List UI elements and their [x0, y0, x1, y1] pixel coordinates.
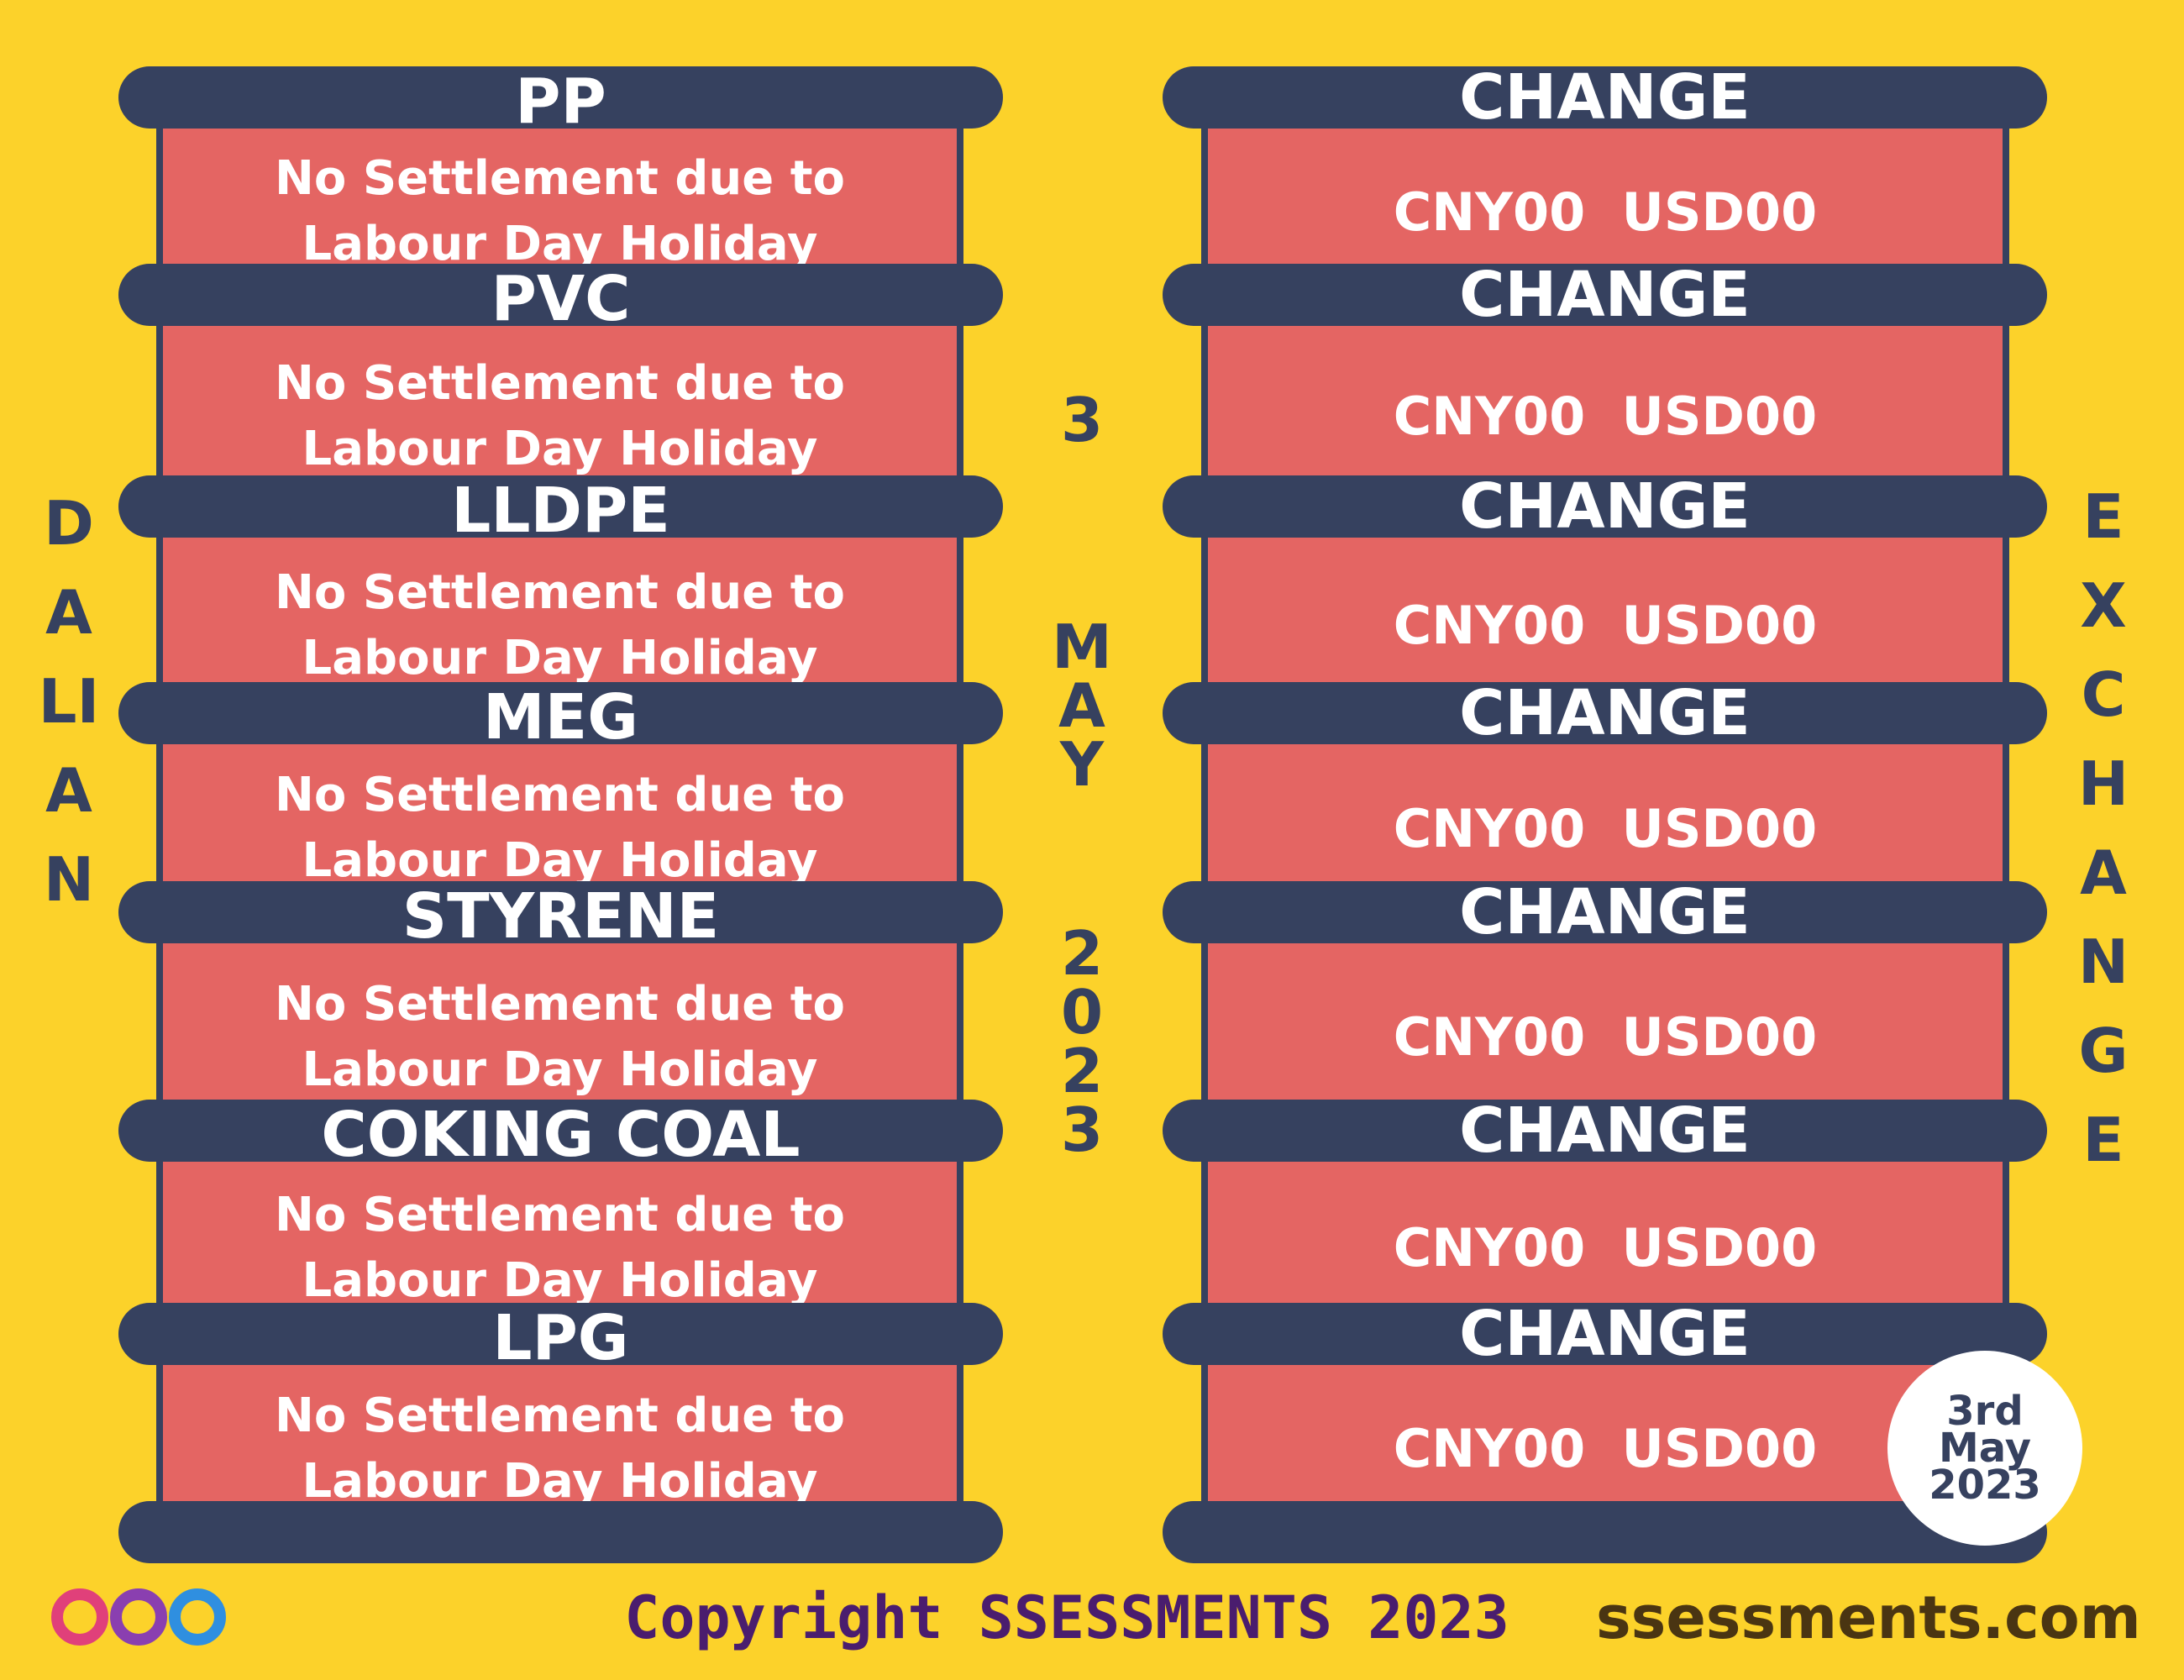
settlement-text: No Settlement due to Labour Day Holiday [275, 768, 845, 888]
band [1163, 66, 2047, 129]
change-box: CNY00 USD00 [1201, 295, 2009, 507]
change-value: CNY00 USD00 [1393, 386, 1818, 447]
change-box: CNY00 USD00 [1201, 912, 2009, 1131]
product-name: LLDPE [451, 475, 670, 547]
band [118, 881, 1003, 943]
date-year: 2023 [1060, 918, 1104, 1165]
date-month: MAY [1052, 612, 1112, 800]
product-name: MEG [483, 681, 638, 753]
change-header: CHANGE [1459, 259, 1751, 331]
change-header: CHANGE [1459, 1095, 1751, 1167]
change-header: CHANGE [1459, 876, 1751, 948]
band [118, 66, 1003, 129]
settlement-box: No Settlement due to Labour Day Holiday [156, 713, 963, 912]
change-header: CHANGE [1459, 677, 1751, 749]
change-box: CNY00 USD00 [1201, 97, 2009, 295]
change-box: CNY00 USD00 [1201, 507, 2009, 713]
change-header: CHANGE [1459, 470, 1751, 543]
settlement-text: No Settlement due to Labour Day Holiday [275, 564, 845, 685]
band [118, 264, 1003, 326]
band [118, 1501, 1003, 1563]
change-box: CNY00 USD00 [1201, 1131, 2009, 1334]
change-box: CNY00 USD00 [1201, 713, 2009, 912]
change-value: CNY00 USD00 [1393, 1006, 1818, 1068]
band [1163, 264, 2047, 326]
date-badge: 3rd May 2023 [1887, 1351, 2082, 1546]
band [118, 1100, 1003, 1162]
change-value: CNY00 USD00 [1393, 181, 1818, 243]
settlement-box: No Settlement due to Labour Day Holiday [156, 912, 963, 1131]
date-day: 3 [1060, 385, 1104, 455]
settlement-text: No Settlement due to Labour Day Holiday [275, 355, 845, 476]
change-box: CNY00 USD00 [1201, 1334, 2009, 1532]
settlement-box: No Settlement due to Labour Day Holiday [156, 507, 963, 713]
change-value: CNY00 USD00 [1393, 1418, 1818, 1479]
settlement-text: No Settlement due to Labour Day Holiday [275, 1187, 845, 1308]
change-header: CHANGE [1459, 1298, 1751, 1370]
band [118, 475, 1003, 538]
badge-text: 3rd May 2023 [1929, 1388, 2041, 1509]
right-label: EXCHANGE [2077, 481, 2129, 1175]
band [118, 682, 1003, 744]
settlement-box: No Settlement due to Labour Day Holiday [156, 295, 963, 507]
product-name: LPG [492, 1302, 629, 1374]
settlement-box: No Settlement due to Labour Day Holiday [156, 1334, 963, 1532]
left-label: DALIAN [38, 488, 100, 915]
product-name: COKING COAL [321, 1099, 801, 1171]
settlement-text: No Settlement due to Labour Day Holiday [275, 976, 845, 1097]
settlement-text: No Settlement due to Labour Day Holiday [275, 151, 845, 271]
band [1163, 1501, 2047, 1563]
band [118, 1303, 1003, 1365]
change-header: CHANGE [1459, 61, 1751, 134]
band [1163, 682, 2047, 744]
band [1163, 475, 2047, 538]
product-name: PVC [491, 263, 631, 335]
change-value: CNY00 USD00 [1393, 595, 1818, 656]
logo [51, 1588, 226, 1646]
product-name: STYRENE [402, 880, 720, 953]
settlement-box: No Settlement due to Labour Day Holiday [156, 1131, 963, 1334]
band [1163, 881, 2047, 943]
website[interactable]: ssessments.com [1596, 1583, 2141, 1652]
copyright: Copyright SSESSMENTS 2023 [624, 1583, 1509, 1652]
band [1163, 1100, 2047, 1162]
band [1163, 1303, 2047, 1365]
change-value: CNY00 USD00 [1393, 1217, 1818, 1278]
settlement-box: No Settlement due to Labour Day Holiday [156, 97, 963, 295]
product-name: PP [515, 66, 606, 138]
settlement-text: No Settlement due to Labour Day Holiday [275, 1388, 845, 1509]
change-value: CNY00 USD00 [1393, 797, 1818, 859]
